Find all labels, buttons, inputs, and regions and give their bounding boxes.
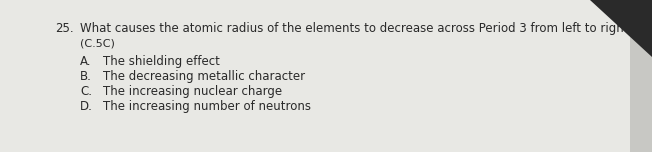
Polygon shape xyxy=(590,0,652,57)
Text: (C.5C): (C.5C) xyxy=(80,39,115,49)
Text: The shielding effect: The shielding effect xyxy=(103,55,220,68)
Text: 25.: 25. xyxy=(55,22,74,35)
Text: A.: A. xyxy=(80,55,91,68)
Text: The increasing number of neutrons: The increasing number of neutrons xyxy=(103,100,311,113)
Text: C.: C. xyxy=(80,85,92,98)
Text: D.: D. xyxy=(80,100,93,113)
Text: The increasing nuclear charge: The increasing nuclear charge xyxy=(103,85,282,98)
Text: The decreasing metallic character: The decreasing metallic character xyxy=(103,70,305,83)
Text: What causes the atomic radius of the elements to decrease across Period 3 from l: What causes the atomic radius of the ele… xyxy=(80,22,635,35)
Text: B.: B. xyxy=(80,70,92,83)
FancyBboxPatch shape xyxy=(0,0,630,152)
